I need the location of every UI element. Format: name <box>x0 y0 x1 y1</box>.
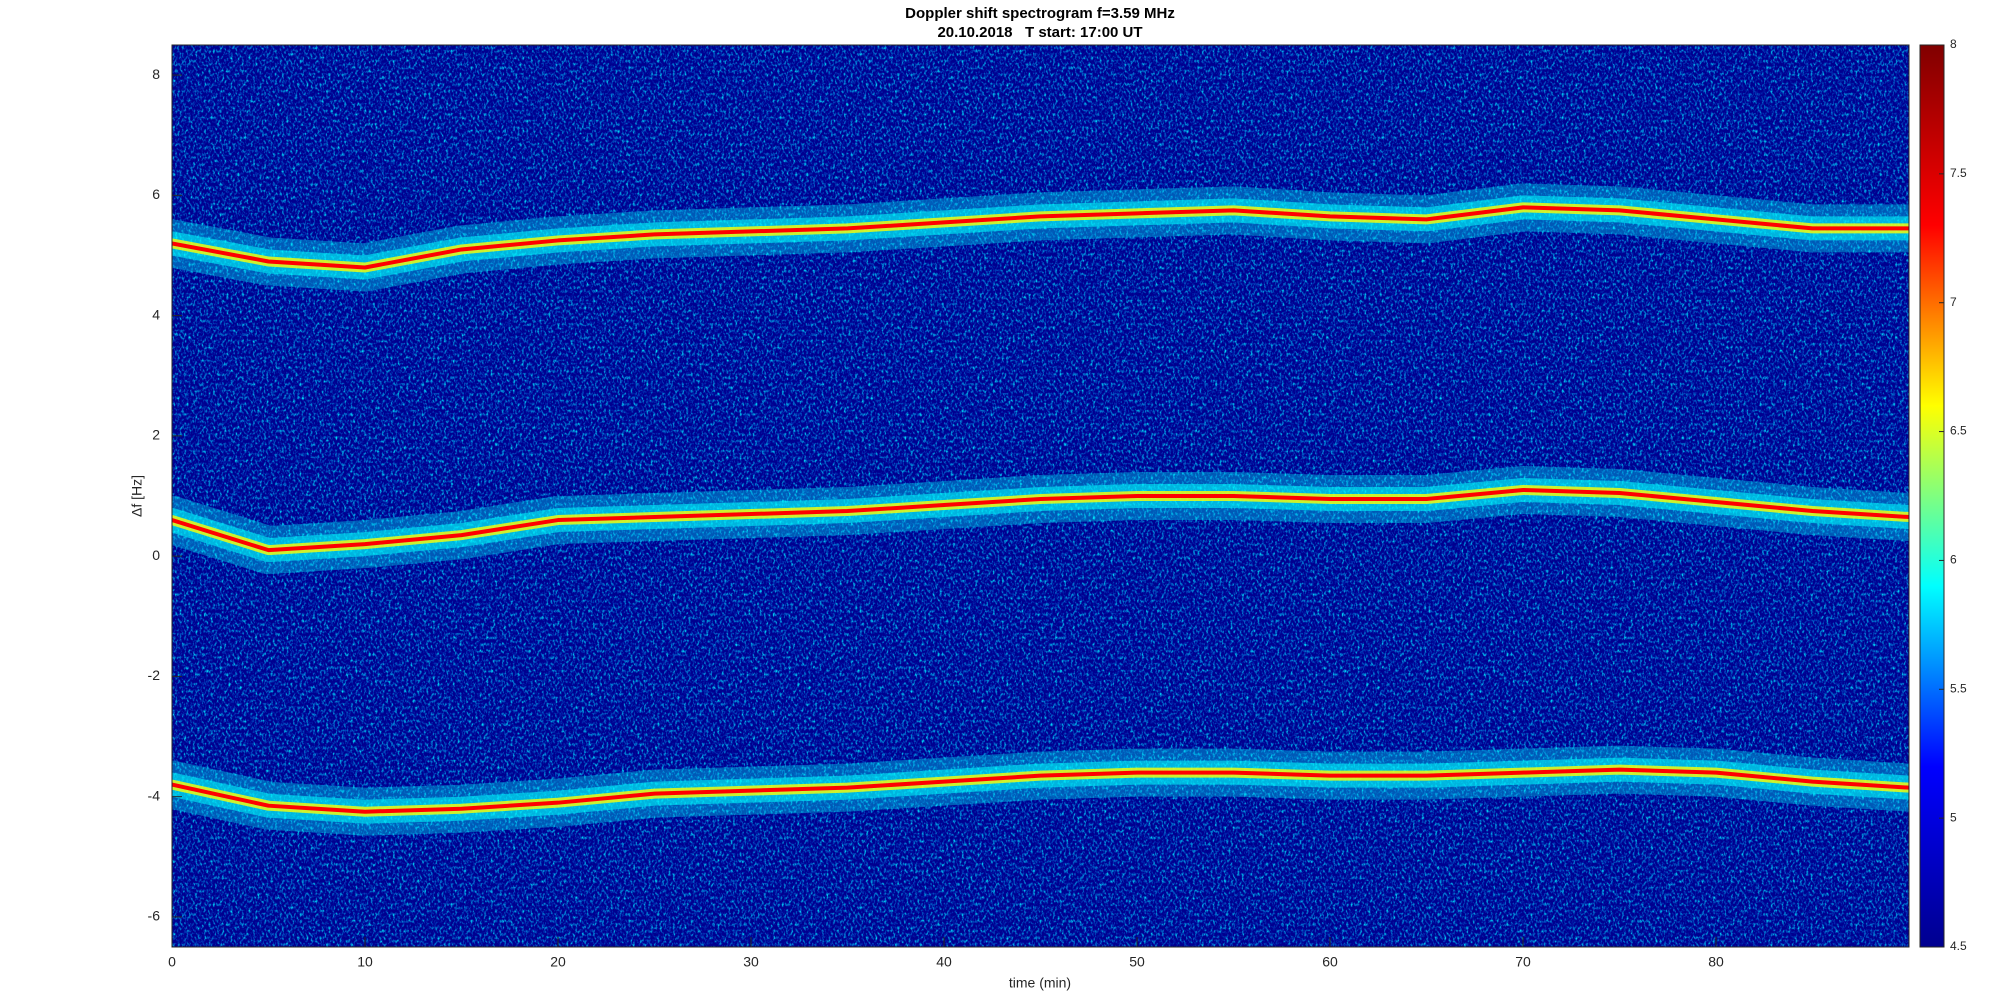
y-tick-label: -6 <box>148 908 161 924</box>
trace-line <box>172 205 1909 270</box>
colorbar <box>1919 44 1945 948</box>
x-tick-label: 70 <box>1515 954 1531 970</box>
colorbar-tick-label: 7 <box>1950 295 1957 309</box>
colorbar-tick-label: 6.5 <box>1950 424 1967 438</box>
colorbar-tick-label: 4.5 <box>1950 939 1967 953</box>
x-tick-label: 0 <box>168 954 176 970</box>
trace-line <box>172 487 1909 553</box>
colorbar-tick-label: 5.5 <box>1950 681 1967 695</box>
colorbar-tick-label: 8 <box>1950 37 1957 51</box>
x-tick-label: 10 <box>357 954 373 970</box>
trace-line <box>172 767 1909 814</box>
y-tick-label: 8 <box>152 66 160 82</box>
plot-frame <box>171 44 1910 948</box>
chart-title: Doppler shift spectrogram f=3.59 MHz <box>905 5 1175 22</box>
x-tick-label: 40 <box>936 954 952 970</box>
y-tick-label: -4 <box>148 787 161 803</box>
y-tick-label: 6 <box>152 186 160 202</box>
y-tick-label: -2 <box>148 667 161 683</box>
colorbar-tick-label: 7.5 <box>1950 166 1967 180</box>
traces <box>172 183 1909 836</box>
x-tick-label: 30 <box>743 954 759 970</box>
colorbar-tick-label: 5 <box>1950 810 1957 824</box>
y-tick-label: 4 <box>152 306 160 322</box>
x-tick-label: 50 <box>1129 954 1145 970</box>
colorbar-tick-label: 6 <box>1950 553 1957 567</box>
x-axis-label: time (min) <box>1009 975 1071 991</box>
x-tick-label: 20 <box>550 954 566 970</box>
y-axis-label: Δf [Hz] <box>129 475 145 517</box>
x-tick-label: 80 <box>1708 954 1724 970</box>
x-tick-label: 60 <box>1322 954 1338 970</box>
y-tick-label: 0 <box>152 547 160 563</box>
chart-subtitle: 20.10.2018 T start: 17:00 UT <box>937 24 1142 41</box>
y-tick-label: 2 <box>152 427 160 443</box>
